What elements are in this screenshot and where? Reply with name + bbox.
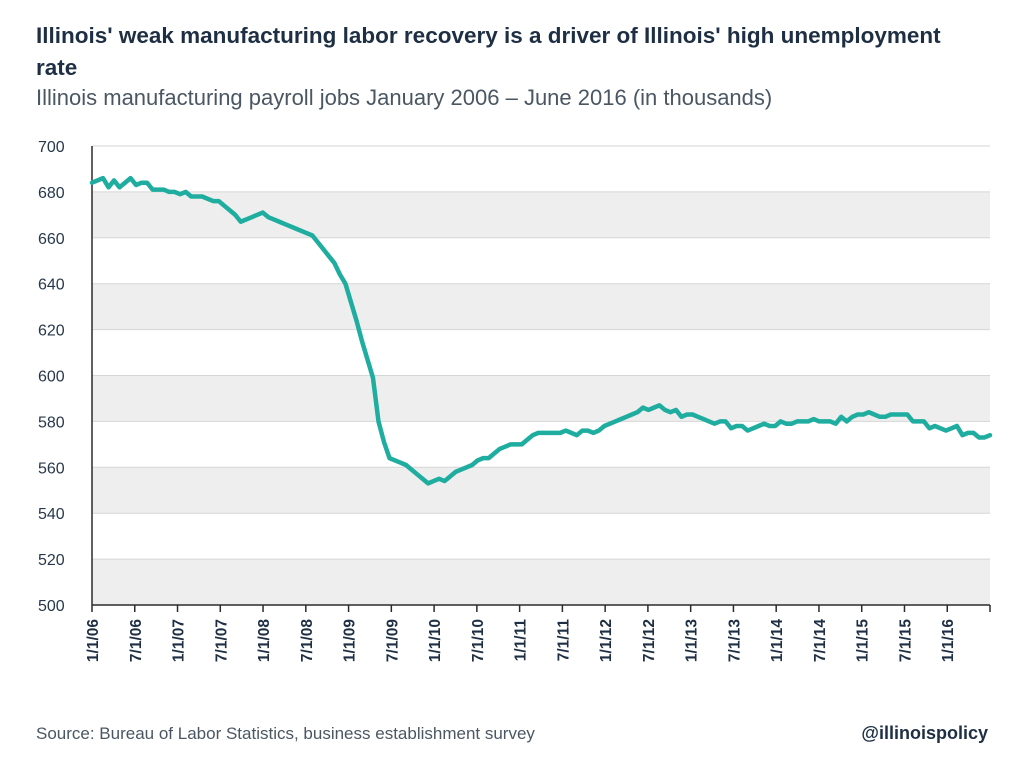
x-tick-label: 7/1/08 [299,619,316,662]
x-tick-label: 7/1/14 [812,619,829,662]
x-tick-label: 7/1/10 [470,619,487,662]
y-tick-label: 700 [38,139,65,156]
x-tick-label: 7/1/11 [555,619,572,662]
y-tick-label: 660 [38,231,65,248]
x-tick-label: 7/1/15 [897,619,914,662]
y-axis-ticks: 500 520 540 560 580 600 620 640 660 680 700 [38,139,65,615]
y-tick-label: 640 [38,277,65,294]
axes [91,146,990,606]
grid-band [92,467,990,514]
x-tick-label: 1/1/12 [598,619,615,662]
y-tick-label: 540 [38,506,65,523]
y-tick-label: 520 [38,552,65,569]
grid-band [92,559,990,605]
grid-bands [92,145,990,606]
x-tick-label: 1/1/14 [769,619,786,662]
x-tick-label: 7/1/13 [726,619,743,662]
grid-band [92,283,990,330]
x-tick-label: 1/1/09 [342,619,359,662]
y-tick-label: 620 [38,323,65,340]
y-tick-label: 600 [38,369,65,386]
x-tick-label: 1/1/08 [256,619,273,662]
x-tick-label: 1/1/13 [684,619,701,662]
x-tick-label: 7/1/12 [641,619,658,662]
source-note: Source: Bureau of Labor Statistics, busi… [36,724,535,743]
series-group [89,175,993,486]
x-tick-label: 1/1/16 [940,619,957,662]
chart-subtitle: Illinois manufacturing payroll jobs Janu… [36,85,773,110]
x-tick-label: 7/1/09 [384,619,401,662]
grid-band [92,375,990,422]
chart-title: Illinois' weak manufacturing labor recov… [36,23,941,80]
x-axis-ticks: 1/1/06 7/1/06 1/1/07 7/1/07 1/1/08 7/1/08 1/1/… [85,605,991,662]
x-tick-label: 1/1/06 [85,619,102,662]
y-tick-label: 580 [38,414,65,431]
x-tick-label: 1/1/11 [513,619,530,662]
social-handle: @illinoispolicy [861,723,988,743]
x-tick-label: 7/1/06 [128,619,145,662]
y-tick-label: 560 [38,460,65,477]
x-tick-label: 7/1/07 [213,619,230,662]
series-line [89,175,993,486]
y-tick-label: 500 [38,598,65,615]
x-tick-label: 1/1/07 [171,619,188,662]
y-tick-label: 680 [38,185,65,202]
x-tick-label: 1/1/15 [855,619,872,662]
grid-band [92,191,990,238]
x-tick-label: 1/1/10 [427,619,444,662]
